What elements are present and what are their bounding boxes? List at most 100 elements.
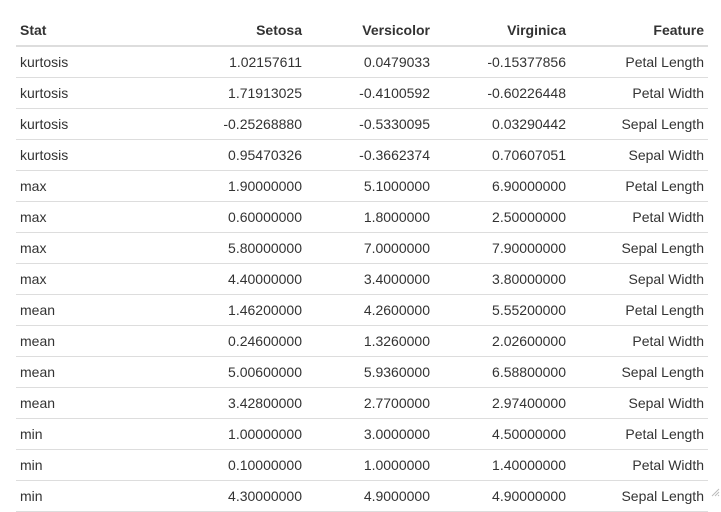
versicolor-cell: 5.1000000 — [306, 171, 434, 202]
feature-cell: Sepal Width — [570, 140, 708, 171]
feature-cell: Petal Width — [570, 202, 708, 233]
setosa-cell: 1.00000000 — [134, 419, 306, 450]
virginica-cell: 6.90000000 — [434, 171, 570, 202]
feature-cell: Sepal Length — [570, 233, 708, 264]
virginica-cell: 7.90000000 — [434, 233, 570, 264]
stat-cell: mean — [16, 388, 134, 419]
stat-cell: max — [16, 202, 134, 233]
versicolor-cell: 2.7700000 — [306, 388, 434, 419]
virginica-cell: -0.60226448 — [434, 78, 570, 109]
stat-cell: mean — [16, 295, 134, 326]
setosa-cell: 1.71913025 — [134, 78, 306, 109]
versicolor-cell: 5.9360000 — [306, 357, 434, 388]
setosa-cell: 0.60000000 — [134, 202, 306, 233]
feature-cell: Petal Width — [570, 78, 708, 109]
virginica-cell: 2.97400000 — [434, 388, 570, 419]
stat-cell: min — [16, 450, 134, 481]
virginica-cell: 1.40000000 — [434, 450, 570, 481]
stat-cell: mean — [16, 326, 134, 357]
feature-cell: Petal Width — [570, 450, 708, 481]
setosa-cell: 1.46200000 — [134, 295, 306, 326]
column-header-feature: Feature — [570, 14, 708, 46]
versicolor-cell: 4.9000000 — [306, 481, 434, 512]
virginica-cell: 4.90000000 — [434, 481, 570, 512]
setosa-cell: 1.90000000 — [134, 171, 306, 202]
setosa-cell: -0.25268880 — [134, 109, 306, 140]
stats-table: Stat Setosa Versicolor Virginica Feature… — [16, 14, 708, 512]
stat-cell: min — [16, 481, 134, 512]
stat-cell: max — [16, 264, 134, 295]
versicolor-cell: 0.0479033 — [306, 46, 434, 78]
column-header-stat: Stat — [16, 14, 134, 46]
setosa-cell: 1.02157611 — [134, 46, 306, 78]
virginica-cell: -0.15377856 — [434, 46, 570, 78]
setosa-cell: 0.95470326 — [134, 140, 306, 171]
virginica-cell: 5.55200000 — [434, 295, 570, 326]
stat-cell: kurtosis — [16, 140, 134, 171]
virginica-cell: 2.50000000 — [434, 202, 570, 233]
setosa-cell: 5.80000000 — [134, 233, 306, 264]
versicolor-cell: 3.0000000 — [306, 419, 434, 450]
setosa-cell: 0.24600000 — [134, 326, 306, 357]
stat-cell: max — [16, 233, 134, 264]
versicolor-cell: 7.0000000 — [306, 233, 434, 264]
feature-cell: Sepal Length — [570, 357, 708, 388]
stat-cell: mean — [16, 357, 134, 388]
feature-cell: Petal Length — [570, 46, 708, 78]
stat-cell: kurtosis — [16, 46, 134, 78]
feature-cell: Sepal Length — [570, 109, 708, 140]
versicolor-cell: 1.8000000 — [306, 202, 434, 233]
setosa-cell: 0.10000000 — [134, 450, 306, 481]
versicolor-cell: 3.4000000 — [306, 264, 434, 295]
setosa-cell: 4.40000000 — [134, 264, 306, 295]
versicolor-cell: 1.3260000 — [306, 326, 434, 357]
column-header-virginica: Virginica — [434, 14, 570, 46]
feature-cell: Petal Length — [570, 171, 708, 202]
feature-cell: Sepal Width — [570, 264, 708, 295]
stat-cell: kurtosis — [16, 109, 134, 140]
column-header-setosa: Setosa — [134, 14, 306, 46]
feature-cell: Sepal Length — [570, 481, 708, 512]
virginica-cell: 0.03290442 — [434, 109, 570, 140]
setosa-cell: 5.00600000 — [134, 357, 306, 388]
feature-cell: Petal Width — [570, 326, 708, 357]
versicolor-cell: -0.4100592 — [306, 78, 434, 109]
setosa-cell: 3.42800000 — [134, 388, 306, 419]
versicolor-cell: -0.5330095 — [306, 109, 434, 140]
feature-cell: Petal Length — [570, 295, 708, 326]
table-header-row: Stat Setosa Versicolor Virginica Feature — [16, 14, 708, 46]
virginica-cell: 3.80000000 — [434, 264, 570, 295]
virginica-cell: 2.02600000 — [434, 326, 570, 357]
virginica-cell: 4.50000000 — [434, 419, 570, 450]
versicolor-cell: 4.2600000 — [306, 295, 434, 326]
setosa-cell: 4.30000000 — [134, 481, 306, 512]
virginica-cell: 6.58800000 — [434, 357, 570, 388]
column-header-versicolor: Versicolor — [306, 14, 434, 46]
stat-cell: kurtosis — [16, 78, 134, 109]
resize-grip-icon[interactable] — [710, 487, 720, 497]
feature-cell: Sepal Width — [570, 388, 708, 419]
stat-cell: min — [16, 419, 134, 450]
stats-table-container: Stat Setosa Versicolor Virginica Feature… — [16, 14, 708, 512]
versicolor-cell: 1.0000000 — [306, 450, 434, 481]
versicolor-cell: -0.3662374 — [306, 140, 434, 171]
feature-cell: Petal Length — [570, 419, 708, 450]
stat-cell: max — [16, 171, 134, 202]
virginica-cell: 0.70607051 — [434, 140, 570, 171]
